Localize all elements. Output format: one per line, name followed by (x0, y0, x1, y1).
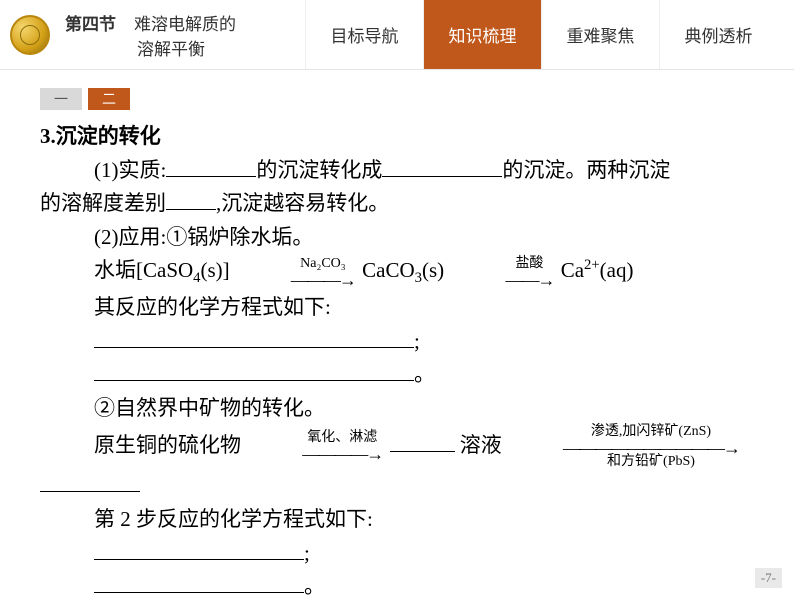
arrow-3-label: 氧化、淋滤 (253, 431, 377, 445)
eq1-mid: CaCO (362, 258, 415, 282)
arrow-1: Na₂CO₃ ———→ (237, 257, 355, 289)
arrow-2: 盐酸 ——→ (451, 257, 553, 289)
nav-item-knowledge[interactable]: 知识梳理 (423, 0, 541, 69)
section-label: 第四节 (65, 15, 116, 34)
heading-text: .沉淀的转化 (51, 124, 161, 148)
title-line-2: 溶解平衡 (137, 35, 305, 60)
blank-2 (382, 176, 502, 177)
logo-icon (10, 15, 50, 55)
eq1-lhs-sub: 4 (193, 271, 200, 287)
p1-c: 的沉淀。两种沉淀 (502, 158, 670, 182)
blank-line-2a (94, 380, 414, 381)
paragraph-6: 第 2 步反应的化学方程式如下: (40, 503, 754, 537)
arrow-4-label-bot: 和方铅矿(PbS) (553, 455, 695, 469)
p2-b: ,沉淀越容易转化。 (216, 191, 389, 215)
blank-1 (166, 176, 256, 177)
p2-a: 的溶解度差别 (40, 191, 166, 215)
eq1-lhs: 水垢[CaSO (94, 258, 193, 282)
blank-line-4a (94, 592, 304, 593)
nav-item-examples[interactable]: 典例透析 (659, 0, 777, 69)
p1-a: (1)实质: (94, 158, 166, 182)
eq1-rhs-sup: 2+ (584, 257, 600, 273)
semi-1: ; (414, 329, 420, 353)
eq2-mid: 溶液 (460, 433, 502, 457)
subtab-1[interactable]: 一 (40, 88, 82, 110)
paragraph-3: (2)应用:①锅炉除水垢。 (40, 221, 754, 255)
paragraph-5: ②自然界中矿物的转化。 (40, 392, 754, 426)
equation-2: 原生铜的硫化物 氧化、淋滤 ————→ 溶液 渗透,加闪锌矿(ZnS) ————… (40, 425, 754, 503)
paragraph-1: (1)实质: 的沉淀转化成 的沉淀。两种沉淀 (40, 154, 754, 188)
page-number: -7- (755, 568, 782, 588)
blank-line-1a (94, 347, 414, 348)
blank-5 (40, 491, 140, 492)
arrow-2-label: 盐酸 (461, 257, 543, 271)
p1-b: 的沉淀转化成 (256, 158, 382, 182)
blank-line-2: 。 (40, 358, 754, 392)
title-row-1: 第四节难溶电解质的 (65, 10, 305, 35)
eq2-lhs: 原生铜的硫化物 (94, 433, 241, 457)
eq1-mid-sub: 3 (415, 271, 422, 287)
blank-line-1: ; (40, 325, 754, 359)
heading-number: 3 (40, 124, 51, 148)
arrow-4-label-top: 渗透,加闪锌矿(ZnS) (537, 425, 711, 439)
arrow-1-label: Na₂CO₃ (246, 257, 346, 271)
period-1: 。 (414, 362, 435, 386)
title-block: 第四节难溶电解质的 溶解平衡 (60, 10, 305, 60)
paragraph-2: 的溶解度差别 ,沉淀越容易转化。 (40, 187, 754, 221)
content: 3.沉淀的转化 (1)实质:的沉淀转化成的沉淀。两种沉淀 的溶解度差别,沉淀越容… (0, 110, 794, 604)
logo-wrap (0, 15, 60, 55)
equation-1: 水垢[CaSO4(s)] Na₂CO₃ ———→ CaCO3(s) 盐酸 ——→… (40, 254, 754, 291)
eq1-rhs-tail: (aq) (600, 258, 634, 282)
section-heading: 3.沉淀的转化 (40, 120, 754, 154)
nav-item-focus[interactable]: 重难聚焦 (541, 0, 659, 69)
blank-3 (166, 209, 216, 210)
blank-4 (390, 451, 455, 452)
period-2: 。 (304, 574, 325, 598)
nav-item-goals[interactable]: 目标导航 (305, 0, 423, 69)
eq1-mid-tail: (s) (422, 258, 444, 282)
arrow-3: 氧化、淋滤 ————→ (248, 431, 382, 463)
header: 第四节难溶电解质的 溶解平衡 目标导航 知识梳理 重难聚焦 典例透析 (0, 0, 794, 70)
subtabs: 一 二 (40, 88, 794, 110)
arrow-line-icon: ————→ (248, 445, 382, 463)
subtab-2[interactable]: 二 (88, 88, 130, 110)
arrow-line-icon: ———→ (237, 271, 355, 289)
blank-line-3a (94, 559, 304, 560)
eq1-rhs: Ca (561, 258, 584, 282)
blank-line-3: ; (40, 537, 754, 571)
semi-2: ; (304, 541, 310, 565)
arrow-4: 渗透,加闪锌矿(ZnS) ——————————→ 和方铅矿(PbS) (509, 425, 739, 469)
eq1-lhs-tail: (s)] (201, 258, 230, 282)
arrow-line-icon: ——→ (451, 271, 553, 289)
blank-line-4: 。 (40, 570, 754, 604)
title-line-1: 难溶电解质的 (134, 15, 236, 34)
nav-tabs: 目标导航 知识梳理 重难聚焦 典例透析 (305, 0, 777, 69)
paragraph-4: 其反应的化学方程式如下: (40, 291, 754, 325)
